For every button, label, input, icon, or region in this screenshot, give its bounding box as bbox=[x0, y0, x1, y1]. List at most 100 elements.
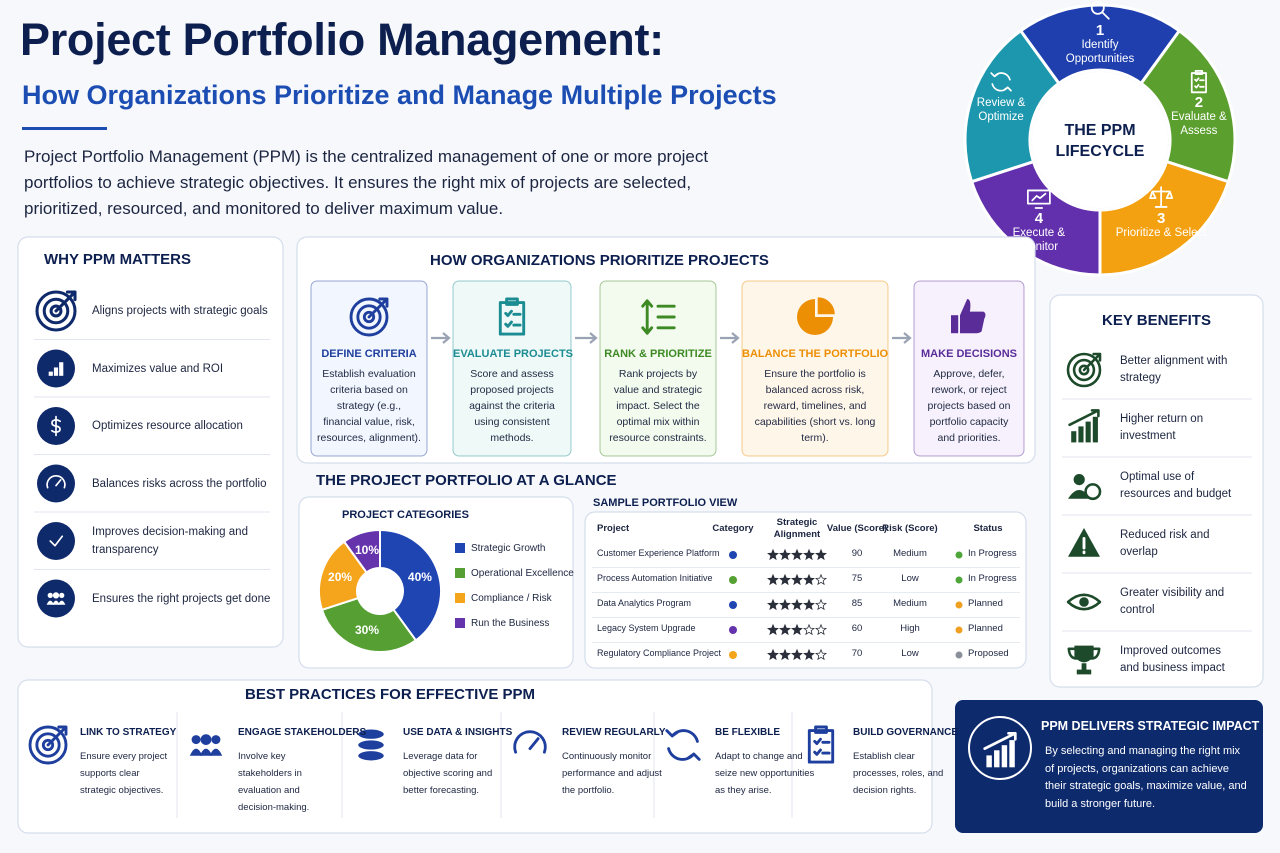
star bbox=[815, 598, 827, 611]
icon-shape bbox=[1066, 352, 1102, 388]
practice-text: Leverage data for objective scoring and … bbox=[403, 751, 493, 796]
step-card bbox=[310, 280, 428, 457]
slice-label: 20% bbox=[328, 570, 352, 584]
slice-label: 30% bbox=[355, 623, 379, 637]
why-item: Balances risks across the portfolio bbox=[92, 477, 267, 490]
icon-shape bbox=[990, 72, 1012, 92]
icon-shape bbox=[54, 290, 77, 313]
benefit-item: Improved outcomes and business impact bbox=[1120, 645, 1225, 674]
step-text: Establish evaluation criteria based on s… bbox=[317, 368, 421, 444]
alignment-stars bbox=[767, 623, 827, 636]
slice-label: 10% bbox=[355, 543, 379, 557]
risk-score: High bbox=[900, 623, 920, 634]
icon-shape bbox=[1084, 483, 1102, 501]
title-underline bbox=[22, 127, 107, 130]
icon-shape bbox=[59, 592, 65, 598]
step-arrow bbox=[892, 332, 912, 344]
step-title: MAKE DECISIONS bbox=[921, 348, 1017, 360]
icon-shape bbox=[50, 415, 62, 437]
lifecycle-stage: 3 Prioritize & Select bbox=[1115, 211, 1207, 240]
step-text: Rank projects by value and strategic imp… bbox=[609, 368, 707, 444]
alignment-stars bbox=[767, 548, 827, 561]
icon bbox=[1066, 352, 1102, 388]
icon-shape bbox=[41, 738, 55, 752]
table-title: SAMPLE PORTFOLIO VIEW bbox=[593, 497, 738, 509]
donut-slice bbox=[379, 528, 442, 642]
icon bbox=[37, 349, 75, 388]
icon-shape bbox=[48, 371, 53, 376]
stage-label: Prioritize & Select bbox=[1115, 227, 1207, 240]
icon-shape bbox=[1001, 745, 1008, 768]
slice-label: 40% bbox=[408, 570, 432, 584]
icon-shape bbox=[356, 749, 386, 762]
icon-shape bbox=[1071, 431, 1077, 443]
star bbox=[803, 548, 815, 561]
step-arrow bbox=[575, 332, 598, 344]
icon-shape bbox=[35, 290, 77, 332]
status: In Progress bbox=[968, 548, 1017, 559]
icon-shape bbox=[994, 750, 1000, 768]
risk-score: Low bbox=[901, 573, 919, 584]
icon bbox=[498, 297, 526, 336]
stage-number: 1 bbox=[1095, 22, 1105, 39]
star bbox=[767, 623, 779, 636]
icon bbox=[37, 579, 75, 618]
icon-shape bbox=[641, 299, 676, 335]
icon bbox=[807, 725, 835, 764]
icon-shape bbox=[960, 299, 986, 334]
table-header: Status bbox=[973, 523, 1003, 534]
lifecycle-segment bbox=[963, 28, 1061, 184]
project-name: Customer Experience Platform bbox=[597, 548, 720, 558]
why-item: Optimizes resource allocation bbox=[92, 420, 243, 432]
icon bbox=[1149, 186, 1174, 208]
icon-shape bbox=[200, 734, 212, 745]
legend-label: Run the Business bbox=[471, 618, 549, 629]
icon-shape bbox=[1078, 426, 1084, 443]
icon-shape bbox=[58, 600, 66, 605]
icon-shape bbox=[1079, 597, 1089, 607]
star bbox=[803, 648, 815, 661]
benefit-item: Greater visibility and control bbox=[1120, 587, 1225, 616]
status: In Progress bbox=[968, 573, 1017, 584]
star bbox=[767, 598, 779, 611]
risk-score: Medium bbox=[893, 548, 927, 559]
icon-shape bbox=[1068, 409, 1100, 427]
section-title: WHY PPM MATTERS bbox=[44, 251, 191, 268]
icon bbox=[37, 464, 75, 503]
icon-shape bbox=[817, 297, 835, 315]
icon-shape bbox=[189, 748, 203, 756]
stage-number: 2 bbox=[1194, 93, 1204, 111]
star bbox=[815, 548, 827, 561]
icon-shape bbox=[986, 755, 992, 768]
practice-title: BE FLEXIBLE bbox=[715, 727, 781, 738]
step-text: Approve, defer, rework, or reject projec… bbox=[927, 368, 1011, 444]
panel bbox=[17, 679, 933, 834]
lifecycle-center-label: THE PPM LIFECYCLE bbox=[1055, 122, 1145, 160]
title: Project Portfolio Management: bbox=[20, 14, 664, 65]
stage-label: Evaluate & Assess bbox=[1171, 110, 1227, 137]
lifecycle-segment bbox=[1139, 28, 1237, 184]
project-name: Process Automation Initiative bbox=[597, 573, 713, 583]
section-title: BEST PRACTICES FOR EFFECTIVE PPM bbox=[245, 686, 536, 703]
step-title: DEFINE CRITERIA bbox=[321, 348, 417, 360]
alignment-stars bbox=[767, 648, 827, 661]
stage-label: Execute & Monitor bbox=[1012, 227, 1066, 254]
section-title: THE PROJECT PORTFOLIO AT A GLANCE bbox=[316, 472, 617, 489]
icon bbox=[641, 299, 676, 335]
star bbox=[791, 548, 803, 561]
icon-shape bbox=[47, 592, 53, 598]
icon bbox=[37, 522, 75, 560]
project-name: Regulatory Compliance Project bbox=[597, 648, 722, 658]
icon-shape bbox=[1092, 416, 1098, 443]
legend-swatch bbox=[455, 543, 465, 553]
status-dot bbox=[955, 576, 963, 584]
step-card bbox=[741, 280, 889, 457]
star bbox=[815, 648, 827, 661]
icon-shape bbox=[49, 304, 63, 318]
icon-shape bbox=[1072, 358, 1096, 382]
icon-shape bbox=[52, 600, 60, 605]
why-item: Aligns projects with strategic goals bbox=[92, 305, 268, 317]
icon bbox=[1068, 474, 1102, 501]
step-text: Score and assess proposed projects again… bbox=[469, 368, 555, 444]
practice-text: Involve key stakeholders in evaluation a… bbox=[238, 751, 310, 813]
